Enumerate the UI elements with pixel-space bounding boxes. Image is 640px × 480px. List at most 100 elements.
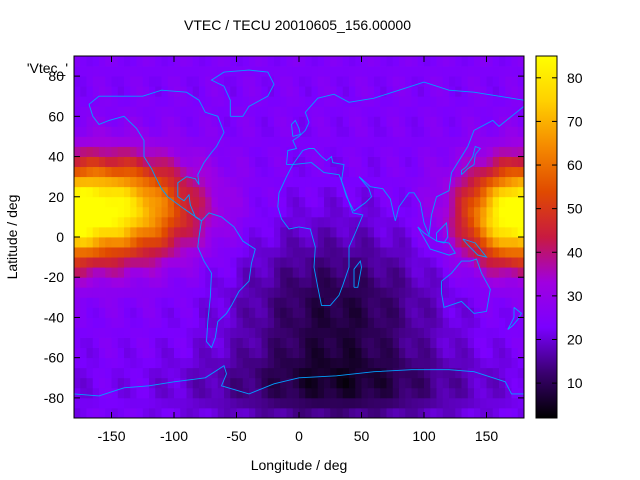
heatmap-cell <box>192 387 200 399</box>
heatmap-cell <box>205 247 212 258</box>
heatmap-cell <box>192 347 200 359</box>
heatmap-cell <box>111 327 119 338</box>
heatmap-cell <box>511 186 519 198</box>
heatmap-cell <box>199 66 206 77</box>
heatmap-cell <box>249 86 256 97</box>
heatmap-cell <box>136 297 144 308</box>
heatmap-cell <box>199 166 206 178</box>
heatmap-cell <box>236 397 244 409</box>
heatmap-cell <box>411 86 419 97</box>
heatmap-cell <box>330 186 337 198</box>
heatmap-cell <box>242 287 250 298</box>
heatmap-cell <box>355 196 362 208</box>
heatmap-cell <box>411 106 419 117</box>
heatmap-cell <box>230 116 237 127</box>
heatmap-cell <box>405 407 412 419</box>
heatmap-cell <box>211 267 219 278</box>
heatmap-cell <box>117 76 125 87</box>
heatmap-cell <box>374 287 381 298</box>
heatmap-cell <box>255 126 262 137</box>
heatmap-cell <box>236 176 244 188</box>
heatmap-cell <box>517 327 525 338</box>
heatmap-cell <box>161 237 169 248</box>
heatmap-cell <box>230 387 237 399</box>
heatmap-cell <box>330 116 337 127</box>
heatmap-cell <box>205 337 212 349</box>
heatmap-cell <box>142 357 150 369</box>
heatmap-cell <box>380 116 387 127</box>
heatmap-cell <box>430 226 437 238</box>
heatmap-cell <box>374 206 381 218</box>
heatmap-cell <box>480 176 487 188</box>
heatmap-cell <box>261 287 269 298</box>
heatmap-cell <box>349 126 356 137</box>
heatmap-cell <box>324 257 331 268</box>
coastline <box>197 212 256 349</box>
heatmap-cell <box>136 136 144 147</box>
heatmap-cell <box>217 216 225 228</box>
heatmap-cell <box>517 176 525 188</box>
heatmap-cell <box>249 126 256 137</box>
heatmap-cell <box>155 277 162 288</box>
heatmap-cell <box>305 407 312 419</box>
heatmap-cell <box>149 387 156 399</box>
heatmap-cell <box>74 86 81 97</box>
heatmap-cell <box>467 267 475 278</box>
heatmap-cell <box>142 267 150 278</box>
heatmap-cell <box>111 56 119 67</box>
heatmap-cell <box>267 327 275 338</box>
heatmap-cell <box>405 226 412 238</box>
heatmap-cell <box>274 297 281 308</box>
heatmap-cell <box>167 367 175 379</box>
heatmap-cell <box>330 307 337 318</box>
heatmap-cell <box>324 247 331 258</box>
heatmap-cell <box>467 287 475 298</box>
heatmap-cell <box>217 166 225 178</box>
heatmap-cell <box>255 116 262 127</box>
heatmap-cell <box>417 407 425 419</box>
heatmap-cell <box>505 206 512 218</box>
heatmap-cell <box>355 186 362 198</box>
heatmap-cell <box>267 247 275 258</box>
heatmap-cell <box>186 106 194 117</box>
heatmap-cell <box>492 56 500 67</box>
heatmap-cell <box>380 367 387 379</box>
heatmap-cell <box>174 176 181 188</box>
heatmap-cell <box>224 297 231 308</box>
heatmap-cell <box>286 86 294 97</box>
heatmap-cell <box>161 166 169 178</box>
heatmap-cell <box>92 196 100 208</box>
heatmap-cell <box>336 86 344 97</box>
heatmap-cell <box>486 126 494 137</box>
heatmap-cell <box>311 287 319 298</box>
heatmap-cell <box>180 247 187 258</box>
heatmap-cell <box>330 277 337 288</box>
heatmap-cell <box>361 257 369 268</box>
heatmap-cell <box>474 267 481 278</box>
heatmap-cell <box>274 166 281 178</box>
coastline <box>353 260 362 288</box>
heatmap-cell <box>380 397 387 409</box>
heatmap-cell <box>217 277 225 288</box>
heatmap-cell <box>424 196 431 208</box>
heatmap-cell <box>236 387 244 399</box>
heatmap-cell <box>505 247 512 258</box>
heatmap-cell <box>392 347 400 359</box>
heatmap-cell <box>149 337 156 349</box>
heatmap-cell <box>249 66 256 77</box>
heatmap-cell <box>405 367 412 379</box>
heatmap-cell <box>505 126 512 137</box>
heatmap-cell <box>455 337 462 349</box>
heatmap-cell <box>267 86 275 97</box>
heatmap-cell <box>305 287 312 298</box>
heatmap-cell <box>149 86 156 97</box>
heatmap-cell <box>117 337 125 349</box>
heatmap-cell <box>355 156 362 168</box>
heatmap-cell <box>336 66 344 77</box>
colorbar-tick-label: 30 <box>567 288 583 304</box>
heatmap-cell <box>386 267 394 278</box>
heatmap-cell <box>136 307 144 318</box>
heatmap-cell <box>211 186 219 198</box>
heatmap-cell <box>86 297 94 308</box>
heatmap-cell <box>149 56 156 67</box>
